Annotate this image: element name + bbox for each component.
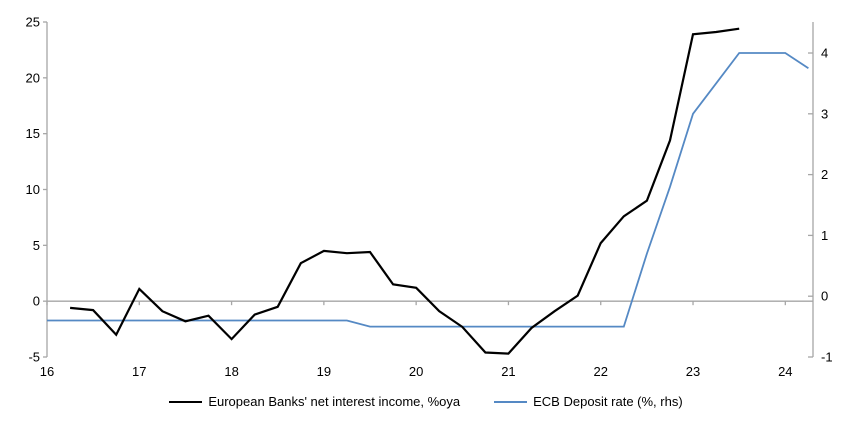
x-axis-label: 17 xyxy=(132,364,146,379)
left-axis-label: 5 xyxy=(33,238,40,253)
x-axis-label: 23 xyxy=(686,364,700,379)
right-axis-label: 2 xyxy=(821,167,828,182)
blue-line-swatch xyxy=(494,400,528,403)
legend: European Banks' net interest income, %oy… xyxy=(0,394,852,409)
x-axis-label: 20 xyxy=(409,364,423,379)
black-line-swatch xyxy=(169,400,203,403)
x-axis-label: 18 xyxy=(224,364,238,379)
x-axis-label: 24 xyxy=(778,364,792,379)
x-axis-label: 21 xyxy=(501,364,515,379)
left-axis-label: 0 xyxy=(33,294,40,309)
legend-item-ecb-deposit-rate: ECB Deposit rate (%, rhs) xyxy=(494,394,683,409)
left-axis-label: 20 xyxy=(26,70,40,85)
left-axis-label: -5 xyxy=(28,350,40,365)
x-axis-label: 19 xyxy=(317,364,331,379)
legend-label-net-interest-income: European Banks' net interest income, %oy… xyxy=(208,394,461,409)
right-axis-label: 1 xyxy=(821,228,828,243)
ecb-deposit-rate-line xyxy=(47,52,809,328)
right-axis-label: -1 xyxy=(821,350,833,365)
right-axis-label: 4 xyxy=(821,46,828,61)
net-interest-income-line xyxy=(69,27,740,355)
right-axis-label: 3 xyxy=(821,106,828,121)
legend-label-ecb-deposit-rate: ECB Deposit rate (%, rhs) xyxy=(533,394,683,409)
left-axis-label: 15 xyxy=(26,126,40,141)
x-axis-label: 22 xyxy=(594,364,608,379)
right-axis-label: 0 xyxy=(821,289,828,304)
legend-item-net-interest-income: European Banks' net interest income, %oy… xyxy=(169,394,460,409)
x-axis-label: 16 xyxy=(40,364,54,379)
left-axis-label: 10 xyxy=(26,182,40,197)
left-axis-label: 25 xyxy=(26,15,40,30)
